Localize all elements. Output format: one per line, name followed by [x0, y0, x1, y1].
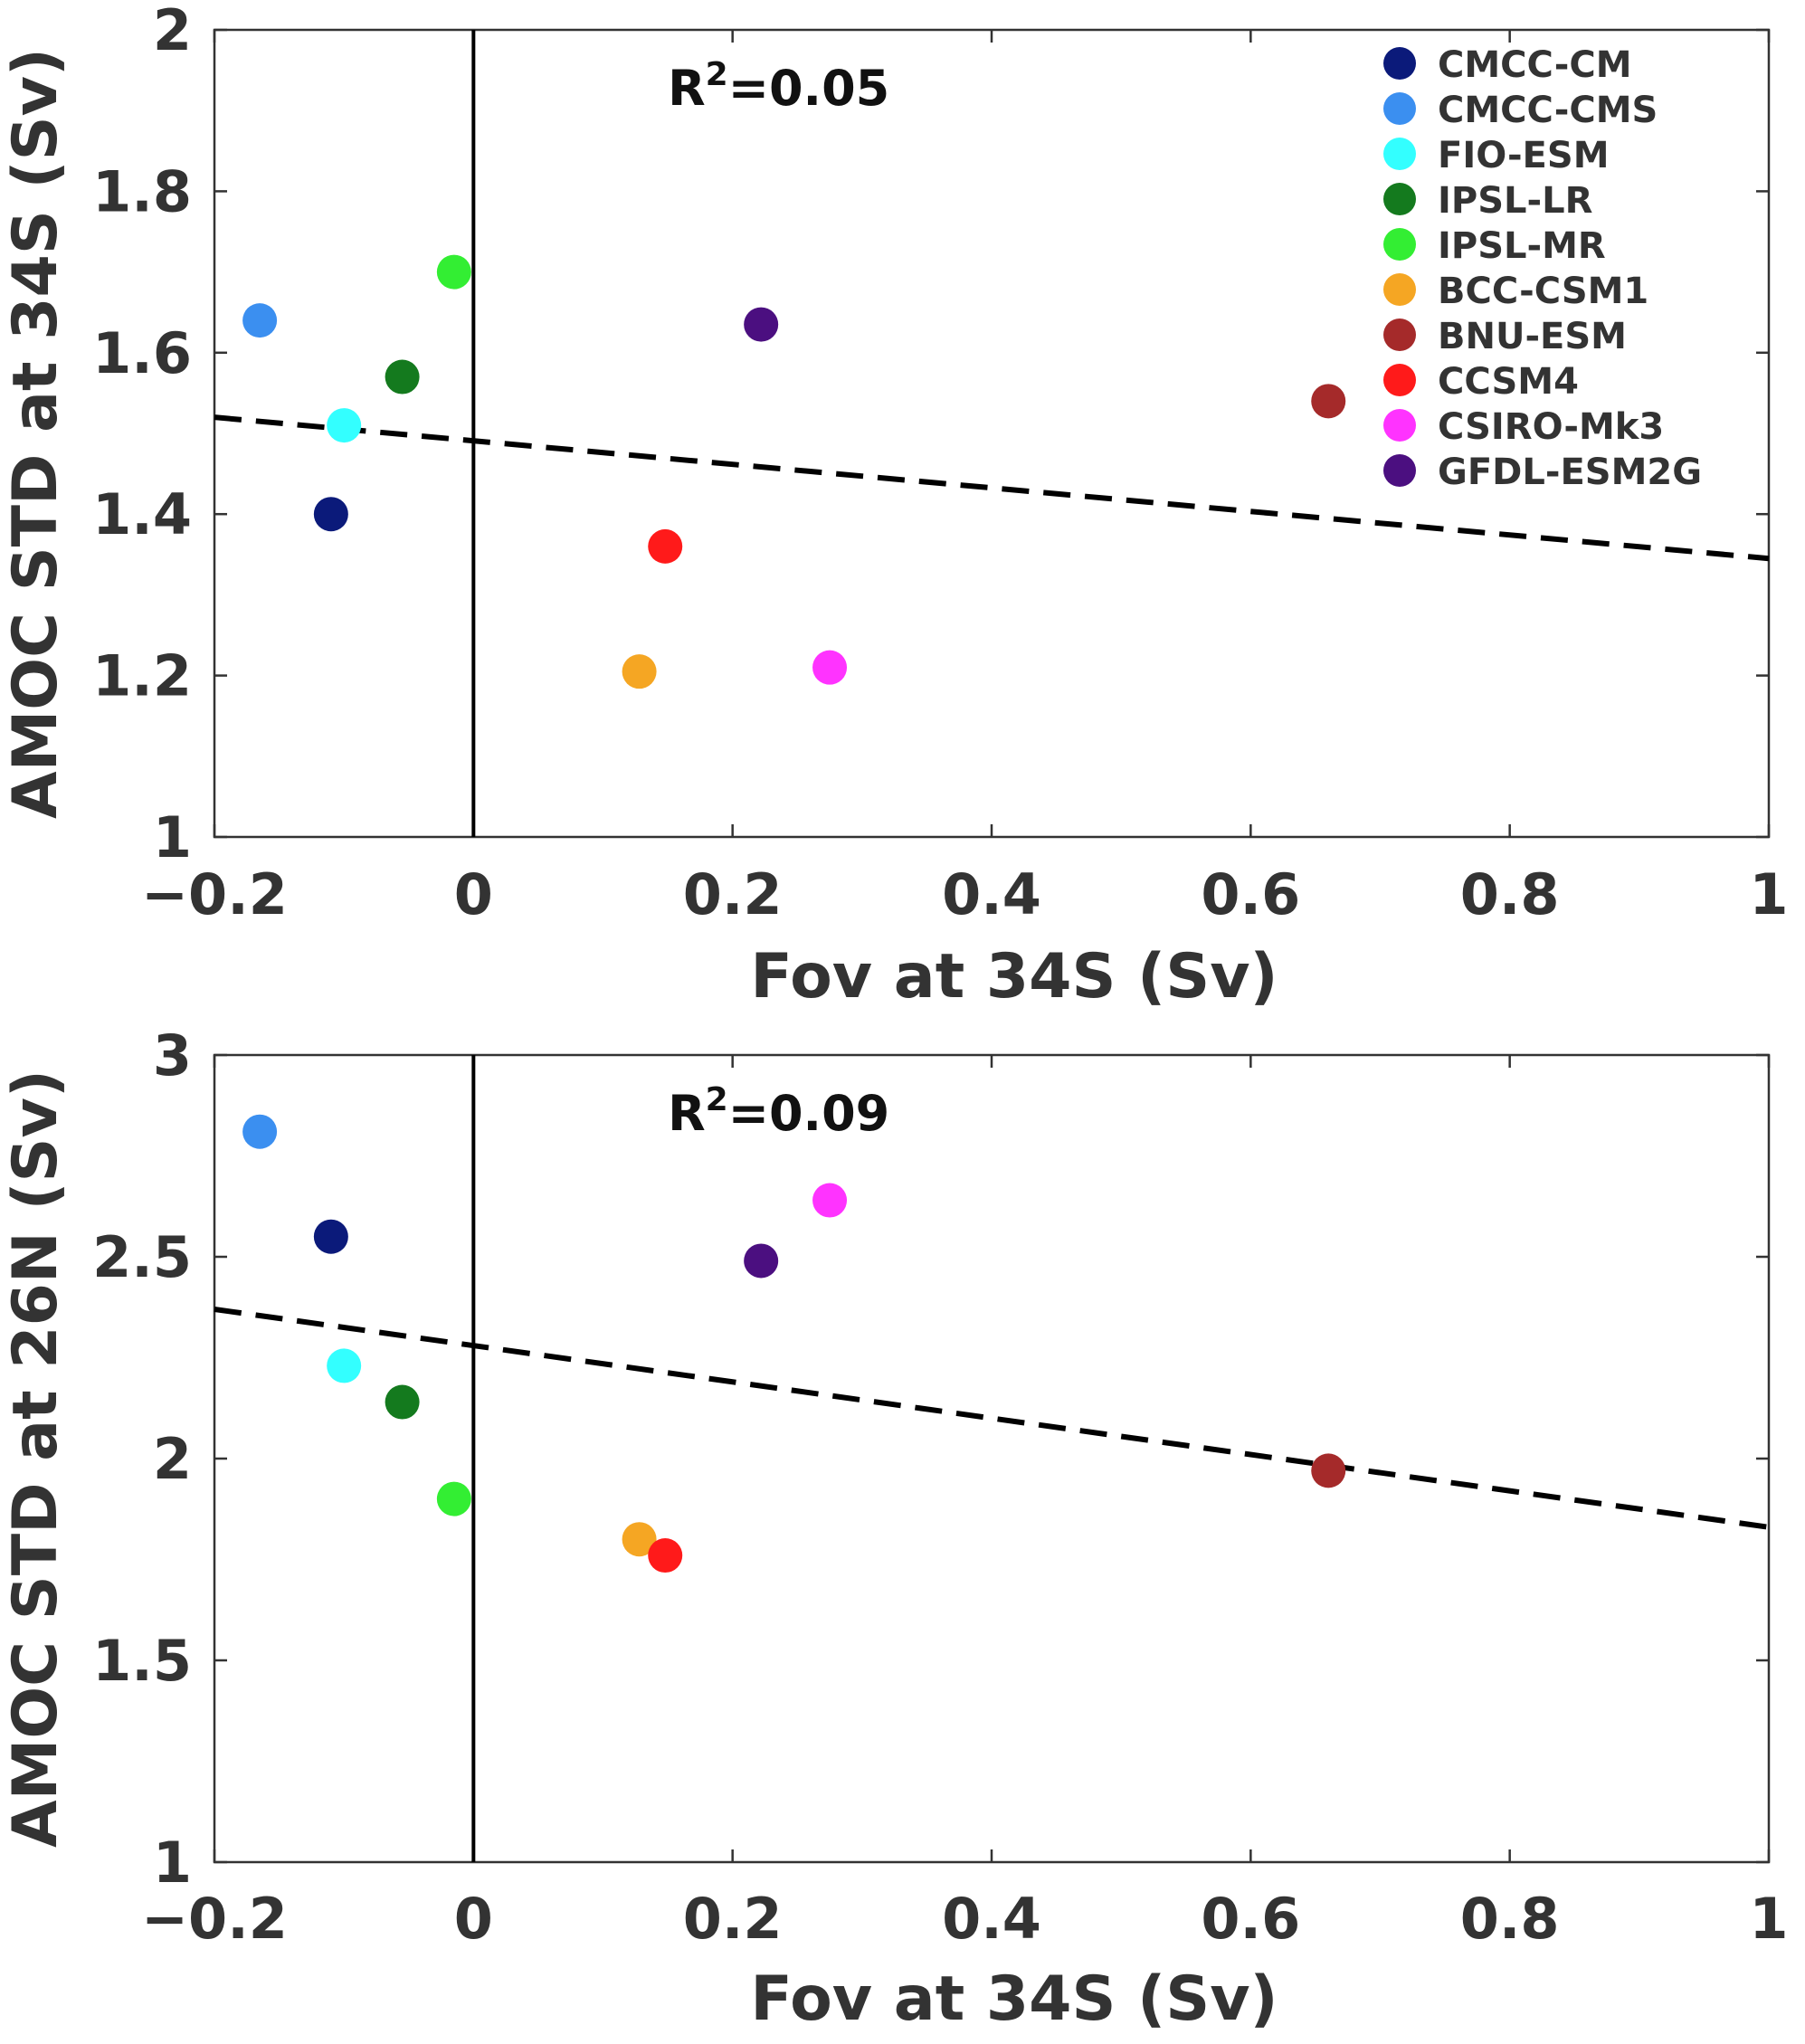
x-tick-label: 0 [454, 1886, 493, 1952]
data-point-ipsl-mr [436, 1481, 471, 1516]
data-point-ipsl-lr [385, 359, 420, 395]
data-point-gfdl-esm2g [744, 1243, 779, 1279]
r-squared-superscript: 2 [706, 1081, 728, 1118]
x-tick-label: 0 [454, 861, 493, 927]
x-tick-label: 0.8 [1460, 1886, 1560, 1952]
legend-label: IPSL-LR [1438, 180, 1592, 222]
y-axis-label: AMOC STD at 34S (Sv) [0, 48, 71, 819]
legend-label: BCC-CSM1 [1438, 271, 1648, 312]
r-squared-value: =0.09 [728, 1085, 889, 1142]
legend-label: CMCC-CMS [1438, 90, 1658, 131]
x-tick-label: 0.6 [1201, 1886, 1300, 1952]
regression-fit-line [214, 414, 1770, 562]
legend-marker [1383, 364, 1416, 396]
y-tick-label: 2 [153, 0, 192, 63]
legend-marker [1383, 318, 1416, 351]
data-point-gfdl-esm2g [744, 307, 779, 342]
y-tick-label: 2 [153, 1426, 192, 1492]
legend-marker [1383, 183, 1416, 215]
y-tick-label: 1.8 [92, 158, 192, 224]
legend-marker [1383, 138, 1416, 170]
r-squared-value: =0.05 [728, 60, 889, 117]
y-tick-label: 3 [153, 1022, 192, 1089]
data-point-cmcc-cm [313, 497, 348, 532]
data-point-ccsm4 [648, 528, 683, 564]
data-point-cmcc-cm [313, 1219, 348, 1254]
x-tick-label: 0.2 [683, 861, 783, 927]
x-tick-label: 0.8 [1460, 861, 1560, 927]
x-tick-label: 1 [1749, 861, 1788, 927]
data-point-csiro-mk3 [812, 650, 848, 685]
r-squared-annotation: R2=0.09 [668, 1081, 889, 1142]
x-tick-label: 0.4 [942, 861, 1041, 927]
plot-area-frame [213, 1053, 1771, 1864]
legend-label: IPSL-MR [1438, 225, 1606, 267]
x-tick-label: 0.6 [1201, 861, 1300, 927]
legend-label: BNU-ESM [1438, 316, 1627, 357]
y-tick-label: 1.2 [92, 643, 192, 709]
legend-label: CCSM4 [1438, 361, 1579, 403]
legend-label: CSIRO-Mk3 [1438, 406, 1664, 448]
y-tick-label: 1.4 [92, 481, 192, 547]
data-point-cmcc-cms [242, 303, 278, 338]
legend-marker [1383, 92, 1416, 125]
y-axis-label: AMOC STD at 26N (Sv) [0, 1070, 71, 1848]
data-point-fio-esm [327, 408, 362, 443]
legend-marker [1383, 454, 1416, 487]
data-point-fio-esm [327, 1348, 362, 1383]
r-squared-prefix: R [668, 60, 706, 117]
legend-label: FIO-ESM [1438, 135, 1610, 176]
y-tick-label: 1 [153, 1830, 192, 1896]
data-point-bnu-esm [1311, 384, 1346, 419]
y-tick-label: 1 [153, 804, 192, 870]
legend-marker [1383, 228, 1416, 261]
r-squared-prefix: R [668, 1085, 706, 1142]
data-point-ipsl-lr [385, 1384, 420, 1420]
x-axis-label: Fov at 34S (Sv) [750, 1963, 1278, 2035]
x-tick-label: 1 [1749, 1886, 1788, 1952]
data-point-bcc-csm1 [622, 654, 657, 689]
x-axis-label: Fov at 34S (Sv) [750, 941, 1278, 1012]
r-squared-superscript: 2 [706, 56, 728, 93]
data-point-bcc-csm1 [622, 1522, 657, 1557]
y-tick-label: 1.6 [92, 320, 192, 386]
y-tick-label: 1.5 [92, 1628, 192, 1694]
regression-fit-line [214, 1307, 1770, 1530]
top-scatter-panel: −0.2 0 0.2 0.4 0.6 0.8 1 1 1.2 1.4 1.6 1.8 2 Fov at 3… [0, 0, 1789, 1012]
data-point-bnu-esm [1311, 1453, 1346, 1488]
y-tick-label: 2.5 [92, 1224, 192, 1290]
x-tick-label: 0.4 [942, 1886, 1041, 1952]
legend-label: CMCC-CM [1438, 44, 1632, 86]
r-squared-annotation: R2=0.05 [668, 56, 889, 117]
data-point-ccsm4 [648, 1538, 683, 1573]
x-tick-label: −0.2 [141, 861, 288, 927]
legend-marker [1383, 273, 1416, 306]
legend-label: GFDL-ESM2G [1438, 452, 1702, 493]
x-tick-label: 0.2 [683, 1886, 783, 1952]
legend-marker [1383, 47, 1416, 80]
data-point-cmcc-cms [242, 1114, 278, 1149]
x-tick-label: −0.2 [141, 1886, 288, 1952]
data-point-ipsl-mr [436, 254, 471, 290]
data-point-csiro-mk3 [812, 1183, 848, 1218]
legend-marker [1383, 409, 1416, 442]
bottom-scatter-panel: −0.2 0 0.2 0.4 0.6 0.8 1 1 1.5 2 2.5 3 Fov at 34S (S… [0, 1022, 1789, 2035]
